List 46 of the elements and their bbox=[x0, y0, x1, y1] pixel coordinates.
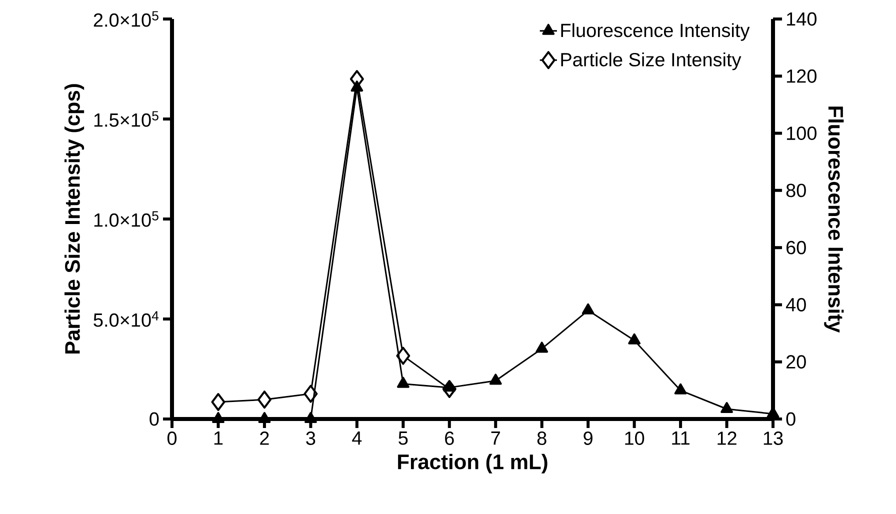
point bbox=[211, 393, 226, 411]
y-tick-label: 0 bbox=[150, 412, 159, 426]
legend-label: Fluorescence Intensity bbox=[561, 23, 750, 41]
point bbox=[489, 374, 502, 385]
point bbox=[350, 80, 364, 92]
y2-tick-label: 20 bbox=[786, 355, 806, 369]
x-tick-label: 9 bbox=[584, 432, 592, 445]
y2-tick-label: 60 bbox=[786, 240, 806, 254]
y2-tick-label: 140 bbox=[786, 12, 816, 26]
point bbox=[304, 412, 317, 423]
y2-tick-label: 80 bbox=[786, 184, 806, 198]
x-tick-label: 2 bbox=[260, 432, 269, 445]
point bbox=[396, 376, 410, 388]
point bbox=[258, 412, 271, 423]
y-tick-label: 1.0×10$^{5}$ bbox=[94, 211, 158, 227]
point bbox=[536, 342, 548, 353]
x-axis-title: Fraction (1 mL) bbox=[398, 454, 548, 474]
x-tick-label: 5 bbox=[398, 432, 408, 445]
y-tick-label: 1.5×10$^{5}$ bbox=[94, 111, 158, 127]
y2-tick-label: 120 bbox=[786, 69, 816, 83]
x-tick-label: 1 bbox=[214, 432, 223, 445]
x-tick-label: 3 bbox=[306, 432, 316, 445]
point bbox=[674, 383, 687, 394]
y-tick-label: 2.0×10$^{5}$ bbox=[94, 11, 158, 27]
point bbox=[396, 346, 410, 365]
point bbox=[720, 402, 733, 413]
y2-tick-label: 0 bbox=[786, 412, 796, 426]
x-tick-label: 13 bbox=[764, 432, 783, 445]
x-tick-label: 0 bbox=[167, 432, 177, 445]
point bbox=[628, 333, 641, 344]
legend-label: Particle Size Intensity bbox=[561, 52, 742, 70]
point bbox=[582, 303, 594, 314]
x-tick-label: 12 bbox=[718, 432, 736, 445]
x-tick-label: 6 bbox=[445, 432, 454, 445]
x-tick-label: 8 bbox=[537, 432, 546, 445]
x-tick-label: 10 bbox=[625, 432, 644, 445]
y2-tick-label: 100 bbox=[786, 126, 816, 140]
y2-axis-title: Fluorescence Intensity bbox=[824, 106, 844, 333]
y-axis-title: Particle Size Intensity (cps) bbox=[64, 84, 84, 354]
x-tick-label: 11 bbox=[672, 432, 690, 445]
x-tick-label: 7 bbox=[491, 432, 500, 445]
y2-tick-label: 40 bbox=[786, 298, 806, 312]
point bbox=[257, 390, 272, 409]
point bbox=[212, 412, 224, 423]
y-tick-label: 5.0×10$^{4}$ bbox=[94, 311, 159, 327]
x-tick-label: 4 bbox=[352, 432, 362, 445]
